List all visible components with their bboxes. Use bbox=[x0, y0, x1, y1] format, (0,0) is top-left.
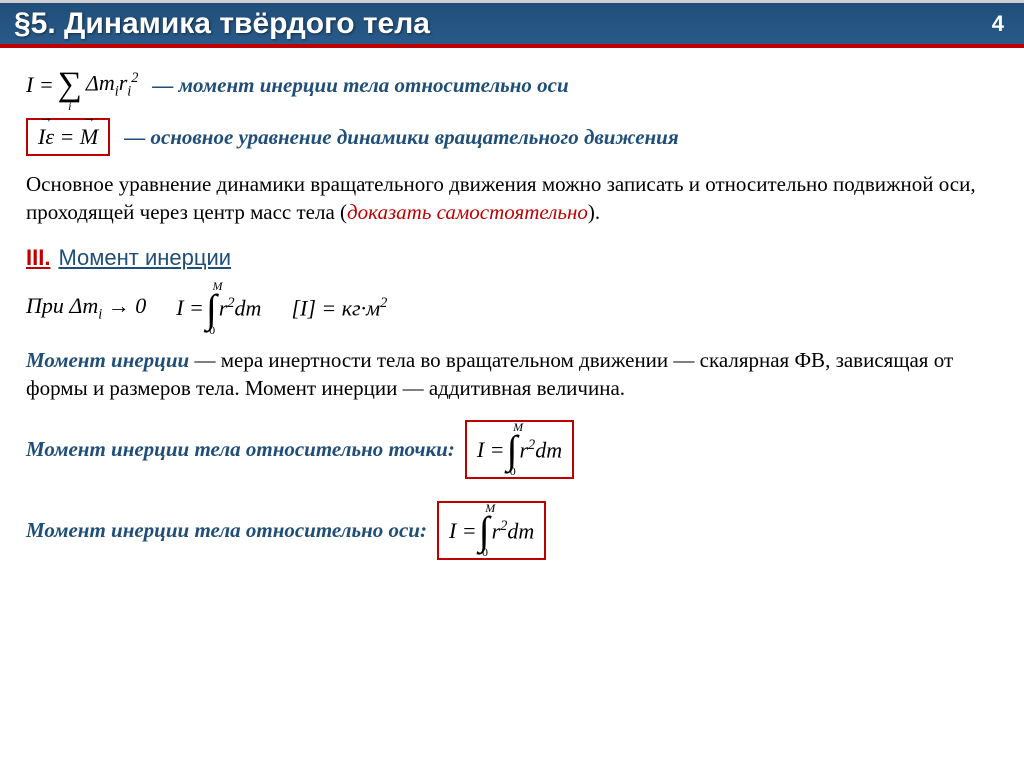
page-number: 4 bbox=[992, 11, 1004, 37]
equals: = bbox=[54, 124, 80, 150]
int-body: r2dm bbox=[519, 437, 562, 463]
moment-axis-row: Момент инерции тела относительно оси: I … bbox=[26, 501, 998, 560]
integral-sign: ∫M0 bbox=[507, 426, 518, 473]
int-lhs: I = bbox=[449, 518, 477, 544]
section-3-header: III. Момент инерции bbox=[26, 245, 998, 271]
integral-formula: I = ∫M0 r2dm bbox=[176, 285, 261, 332]
formula1-description: — момент инерции тела относительно оси bbox=[152, 73, 568, 98]
vec-I-eps: Iε bbox=[38, 124, 54, 150]
integral-definition-row: При Δmi → 0 I = ∫M0 r2dm [I] = кг·м2 bbox=[26, 285, 998, 332]
moment-of-inertia-sum-formula: I = ∑i Δmiri2 bbox=[26, 66, 138, 104]
moment-axis-label: Момент инерции тела относительно оси: bbox=[26, 518, 427, 543]
int-lhs: I = bbox=[477, 437, 505, 463]
int-upper: M bbox=[485, 501, 495, 516]
paragraph-1: Основное уравнение динамики вращательног… bbox=[26, 170, 998, 227]
vec-M: M bbox=[80, 124, 98, 150]
page-title: §5. Динамика твёрдого тела bbox=[14, 7, 430, 41]
int-lower: 0 bbox=[510, 464, 516, 479]
units: [I] = кг·м2 bbox=[291, 295, 387, 321]
formula-lhs: I = bbox=[26, 72, 54, 98]
int-body: r2dm bbox=[492, 518, 535, 544]
definition-term: Момент инерции bbox=[26, 348, 189, 372]
moment-point-label: Момент инерции тела относительно точки: bbox=[26, 437, 455, 462]
integral-sign: ∫M0 bbox=[479, 507, 490, 554]
moment-point-formula: I = ∫M0 r2dm bbox=[465, 420, 574, 479]
moment-axis-formula: I = ∫M0 r2dm bbox=[437, 501, 546, 560]
limit-condition: При Δmi → 0 bbox=[26, 293, 146, 323]
sigma-symbol: ∑i bbox=[58, 66, 82, 104]
sigma-index: i bbox=[68, 99, 71, 114]
int-upper: M bbox=[212, 279, 222, 294]
int-upper: M bbox=[513, 420, 523, 435]
para1-post: ). bbox=[588, 200, 600, 224]
int-lower: 0 bbox=[482, 545, 488, 560]
slide-header: §5. Динамика твёрдого тела 4 bbox=[0, 0, 1024, 48]
moment-point-row: Момент инерции тела относительно точки: … bbox=[26, 420, 998, 479]
int-lower: 0 bbox=[209, 323, 215, 338]
section-title: Момент инерции bbox=[58, 245, 231, 271]
int-lhs: I = bbox=[176, 295, 204, 321]
section-roman: III. bbox=[26, 245, 50, 271]
formula-row-1: I = ∑i Δmiri2 — момент инерции тела отно… bbox=[26, 66, 998, 104]
int-body: r2dm bbox=[219, 295, 262, 321]
formula-row-2: Iε = M — основное уравнение динамики вра… bbox=[26, 118, 998, 156]
rotational-dynamics-equation: Iε = M bbox=[26, 118, 110, 156]
slide-content: I = ∑i Δmiri2 — момент инерции тела отно… bbox=[0, 48, 1024, 592]
integral-sign: ∫M0 bbox=[206, 285, 217, 332]
para1-red: доказать самостоятельно bbox=[347, 200, 588, 224]
formula2-description: — основное уравнение динамики вращательн… bbox=[124, 125, 679, 150]
formula-rhs: Δmiri2 bbox=[86, 70, 139, 101]
definition-paragraph: Момент инерции — мера инертности тела во… bbox=[26, 346, 998, 403]
